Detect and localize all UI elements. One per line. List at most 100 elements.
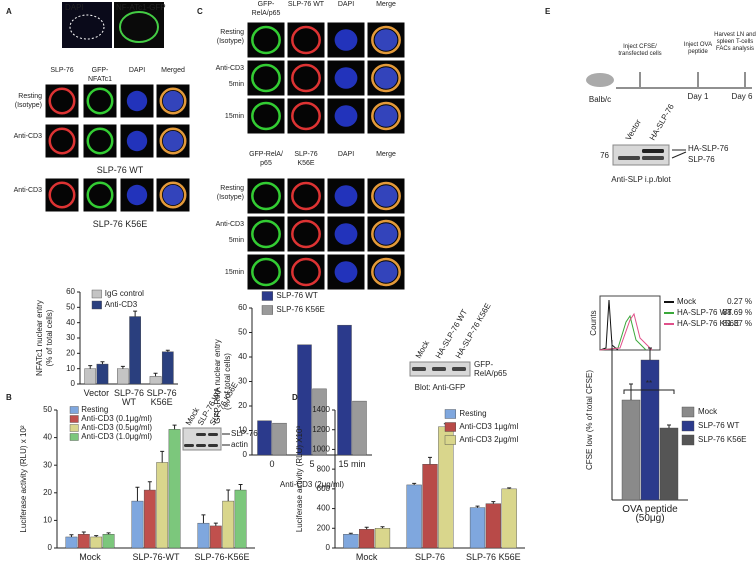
legend-value: 81.37 %	[723, 319, 752, 328]
error-bar	[135, 486, 140, 502]
error-bar	[412, 482, 417, 485]
micrograph	[114, 2, 164, 48]
band-label: SLP-76	[688, 155, 715, 164]
error-bar	[629, 383, 633, 400]
legend-swatch	[261, 291, 274, 301]
lane-label: Vector	[624, 118, 643, 142]
bar	[117, 368, 129, 385]
timeline-step: Inject CFSE/ transfected cells	[618, 44, 662, 57]
legend-swatch	[91, 289, 102, 299]
y-tick-label: 1000	[312, 445, 330, 454]
cell-outline	[371, 257, 401, 287]
legend-swatch	[69, 406, 79, 414]
lane-label: Mock	[414, 338, 432, 360]
bar	[156, 462, 169, 549]
y-axis-label: (% of total cells)	[45, 309, 54, 366]
error-bar	[120, 365, 125, 369]
y-tick-label: 30	[238, 377, 247, 386]
cell-outline	[251, 181, 281, 211]
nucleus	[334, 185, 358, 207]
cell-outline	[159, 181, 187, 209]
blot-band	[208, 444, 218, 447]
blot-band	[196, 444, 206, 447]
y-tick-label: 30	[43, 460, 52, 469]
cell-outline	[48, 127, 76, 155]
caption: SLP-76 WT	[96, 165, 144, 175]
error-bar	[133, 310, 138, 317]
y-tick-label: 20	[43, 488, 52, 497]
legend-label: Mock	[677, 297, 697, 306]
column-header: Merge	[376, 1, 396, 8]
arrow	[671, 151, 687, 159]
legend-swatch	[69, 433, 79, 441]
cell-outline	[291, 101, 321, 131]
annotation: **	[646, 379, 652, 388]
bar	[469, 507, 486, 549]
cell-outline	[251, 257, 281, 287]
row-label: 5min	[228, 81, 244, 88]
lane-label: HA-SLP-76	[648, 102, 676, 142]
legend-label: Anti-CD3 1μg/ml	[459, 422, 518, 431]
image-label: NF-ATc1-GFP	[116, 3, 166, 12]
legend-value: 0.27 %	[727, 297, 752, 306]
legend-swatch	[444, 422, 457, 432]
legend-label: SLP-76 WT	[698, 421, 739, 430]
x-tick-label: 15 min	[338, 459, 366, 469]
column-header: Merged	[161, 67, 185, 74]
column-header: SLP-76 K56E	[294, 151, 318, 167]
y-tick-label: 0	[243, 450, 248, 459]
y-axis-label: CFSE low (% of total CFSE)	[585, 370, 594, 470]
y-tick-label: 1200	[312, 425, 330, 434]
error-bar	[201, 514, 206, 524]
column-header: GFP-NFATc1	[88, 67, 112, 83]
bar	[96, 363, 109, 385]
y-tick-label: 40	[66, 318, 75, 327]
error-bar	[160, 450, 165, 463]
micrograph	[119, 123, 155, 159]
legend-swatch	[261, 305, 274, 315]
y-tick-label: 20	[238, 401, 247, 410]
x-tick-label: 5	[309, 459, 315, 469]
bar	[143, 489, 156, 549]
error-bar	[106, 532, 111, 535]
x-tick-label: OVA peptide (50μg)	[622, 504, 678, 524]
legend-label: Resting	[81, 405, 108, 414]
axis-label: Counts	[589, 310, 598, 335]
panel-label: D	[292, 393, 298, 402]
legend-label: Mock	[698, 407, 718, 416]
x-tick-label: SLP-76	[414, 552, 445, 562]
blot-band	[432, 367, 446, 371]
legend-swatch	[69, 424, 79, 432]
cell-outline	[48, 87, 76, 115]
blot-band	[642, 156, 664, 160]
bar	[90, 536, 103, 549]
nucleus	[162, 184, 184, 206]
y-tick-label: 60	[238, 303, 247, 312]
y-axis-label: Luciferase activity (RLU) X10³	[295, 426, 304, 533]
legend-label: Anti-CD3 (1.0μg/ml)	[81, 432, 152, 441]
panel-label: A	[6, 7, 12, 16]
bar	[422, 464, 438, 549]
legend-label: HA-SLP-76 WT	[677, 308, 732, 317]
bar	[297, 344, 312, 456]
cell-outline	[371, 181, 401, 211]
legend-label: IgG control	[105, 289, 144, 298]
y-axis-label: (% of total cells)	[223, 353, 232, 410]
cell-outline	[371, 101, 401, 131]
x-tick-label: SLP-76-K56E	[194, 552, 250, 562]
y-tick-label: 50	[238, 328, 247, 337]
cell-outline	[86, 127, 114, 155]
panel-label: B	[6, 393, 12, 402]
blot	[612, 144, 670, 166]
error-bar	[238, 484, 243, 491]
y-tick-label: 10	[66, 364, 75, 373]
nucleus	[374, 223, 398, 245]
nucleus	[162, 90, 184, 112]
bar	[485, 503, 501, 549]
cell-outline	[159, 87, 187, 115]
legend-label: HA-SLP-76 K56E	[677, 319, 739, 328]
error-bar	[428, 456, 432, 465]
error-bar	[380, 526, 385, 529]
bar	[621, 399, 641, 501]
